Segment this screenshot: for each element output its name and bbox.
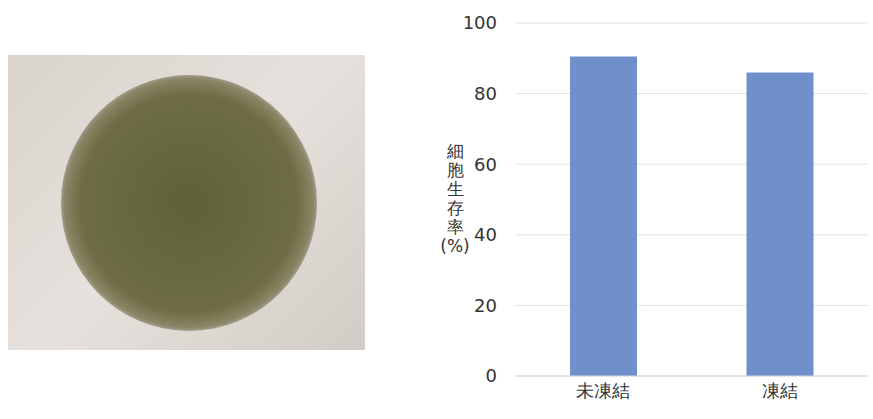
svg-text:100: 100 bbox=[463, 12, 497, 33]
svg-text:未凍結: 未凍結 bbox=[576, 380, 630, 401]
svg-text:細胞生存率(%): 細胞生存率(%) bbox=[440, 141, 469, 256]
svg-text:0: 0 bbox=[486, 365, 497, 386]
svg-text:40: 40 bbox=[474, 224, 497, 245]
svg-text:60: 60 bbox=[474, 154, 497, 175]
svg-text:20: 20 bbox=[474, 295, 497, 316]
svg-text:凍結: 凍結 bbox=[762, 380, 798, 401]
svg-text:80: 80 bbox=[474, 83, 497, 104]
